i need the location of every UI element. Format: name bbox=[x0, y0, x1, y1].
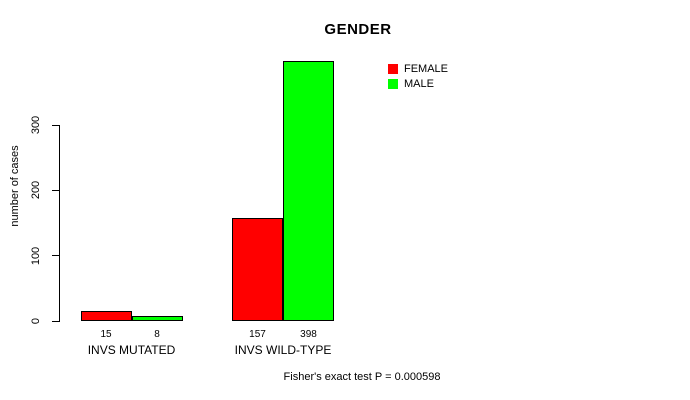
y-tick-mark bbox=[52, 255, 59, 257]
y-tick-label: 100 bbox=[30, 246, 42, 265]
y-tick-label: 0 bbox=[30, 317, 42, 325]
annotation-text: Fisher's exact test P = 0.000598 bbox=[283, 371, 441, 383]
bar-value-label: 157 bbox=[249, 329, 266, 340]
legend-item: FEMALE bbox=[388, 63, 448, 75]
bar-male-invs-mutated bbox=[131, 315, 183, 321]
legend-label: FEMALE bbox=[404, 63, 449, 75]
y-tick-label: 300 bbox=[30, 115, 42, 135]
legend-swatch-female bbox=[388, 64, 398, 74]
bar-male-invs-wild-type bbox=[283, 60, 334, 321]
y-axis-line bbox=[59, 125, 60, 322]
x-category-label: INVS MUTATED bbox=[87, 343, 176, 357]
y-tick-label: 200 bbox=[30, 181, 42, 200]
chart-title: GENDER bbox=[324, 21, 392, 38]
y-tick-mark bbox=[52, 189, 59, 191]
x-category-label: INVS WILD-TYPE bbox=[234, 343, 332, 357]
y-tick-mark bbox=[52, 124, 59, 126]
legend: FEMALE MALE bbox=[388, 63, 448, 90]
legend-swatch-male bbox=[388, 79, 398, 89]
bar-value-label: 398 bbox=[300, 329, 317, 340]
bar-value-label: 15 bbox=[100, 329, 112, 340]
y-tick-mark bbox=[52, 320, 59, 322]
bar-value-label: 8 bbox=[154, 329, 160, 340]
bar-female-invs-mutated bbox=[80, 311, 132, 321]
legend-label: MALE bbox=[404, 78, 434, 90]
legend-item: MALE bbox=[388, 78, 448, 90]
bar-female-invs-wild-type bbox=[232, 218, 283, 321]
